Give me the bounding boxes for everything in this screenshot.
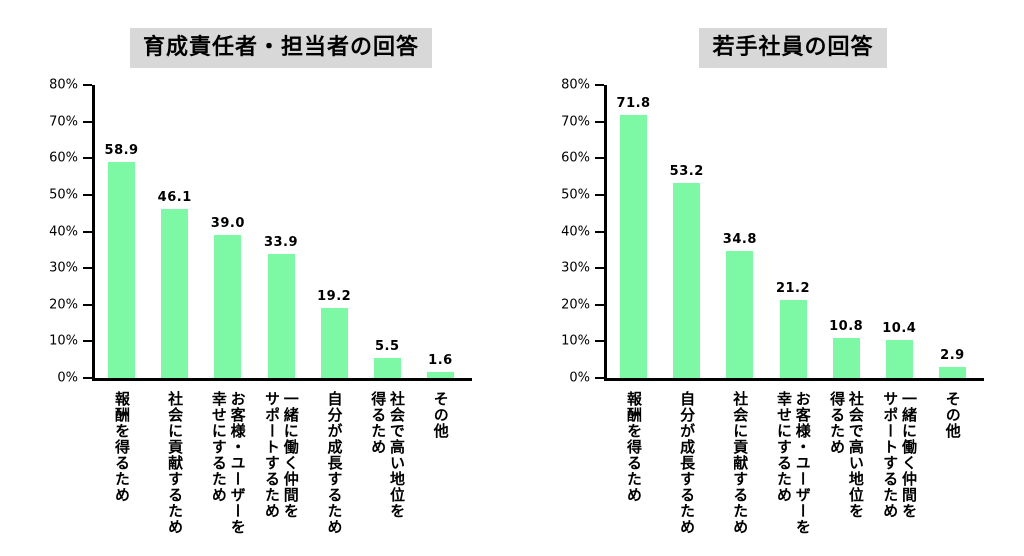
bar xyxy=(214,235,242,378)
y-axis-tick-label: 30% xyxy=(49,260,78,276)
x-axis-line xyxy=(604,378,984,381)
bar xyxy=(426,372,454,378)
bar-value-label: 21.2 xyxy=(775,281,811,297)
y-axis-tick xyxy=(595,303,604,306)
y-axis-line xyxy=(604,85,607,381)
bar-value-label: 2.9 xyxy=(940,348,965,364)
bar xyxy=(885,339,913,378)
y-axis-tick xyxy=(595,340,604,343)
x-axis-label: 一緒に働く仲間を サポートするため xyxy=(881,391,919,519)
x-axis-label: その他 xyxy=(431,391,450,439)
bar-value-label: 39.0 xyxy=(210,216,245,232)
y-axis-tick xyxy=(595,120,604,123)
bar-value-label: 53.2 xyxy=(669,164,704,180)
bar xyxy=(726,250,754,378)
x-axis-label: お客様・ユーザーを 幸せにするため xyxy=(209,391,247,535)
chart-young-employees: 若手社員の回答 0% 10% 20% 30% 40% 50% 60% 70% 80% 71.8 53… xyxy=(512,0,1024,556)
x-axis-label: その他 xyxy=(943,391,962,439)
chart-title-wrap: 若手社員の回答 xyxy=(607,28,979,68)
y-axis-tick-label: 50% xyxy=(49,187,78,203)
y-axis-tick-label: 50% xyxy=(561,187,590,203)
y-axis-tick-label: 40% xyxy=(561,224,590,239)
y-axis-tick-label: 60% xyxy=(561,150,590,166)
y-axis-line xyxy=(92,85,95,381)
bar xyxy=(673,183,701,378)
y-axis-tick-label: 80% xyxy=(561,77,590,93)
bar xyxy=(320,307,348,378)
y-axis-tick-label: 10% xyxy=(49,333,78,349)
y-axis-tick xyxy=(83,377,92,379)
y-axis-tick xyxy=(83,84,92,86)
chart-managers: 育成責任者・担当者の回答 0% 10% 20% 30% 40% 50% 60% 70% 80% 5… xyxy=(49,28,472,553)
x-axis-line xyxy=(92,378,472,381)
y-axis-tick-label: 10% xyxy=(561,333,590,349)
bar-value-label: 46.1 xyxy=(157,190,192,206)
y-axis-tick xyxy=(83,267,92,270)
x-axis-labels: 報酬を得るため 自分が成長するため 社会に貢献するため お客様・ユーザーを 幸せにする… xyxy=(607,391,979,553)
x-axis-label: 自分が成長するため xyxy=(678,391,697,535)
y-axis-tick xyxy=(83,193,92,196)
y-axis-tick-label: 60% xyxy=(49,150,78,166)
x-axis-label: 報酬を得るため xyxy=(624,391,643,503)
y-axis-tick xyxy=(595,230,604,233)
bar xyxy=(620,115,648,378)
y-axis-tick xyxy=(595,267,604,270)
chart-title-wrap: 育成責任者・担当者の回答 xyxy=(95,28,467,68)
bar-value-label: 19.2 xyxy=(317,288,352,304)
bar xyxy=(108,162,136,378)
bar-value-label: 10.4 xyxy=(882,320,917,336)
y-axis-tick-label: 20% xyxy=(561,297,590,313)
y-axis-tick xyxy=(83,303,92,306)
bar xyxy=(938,367,966,378)
bar xyxy=(779,300,807,378)
chart-title: 若手社員の回答 xyxy=(699,28,887,68)
x-axis-label: 社会で高い地位を 得るため xyxy=(828,391,865,519)
bar xyxy=(373,357,401,378)
y-axis-tick xyxy=(595,84,604,86)
y-axis-tick xyxy=(595,157,604,160)
y-axis-tick-label: 70% xyxy=(49,114,78,130)
x-axis-label: 報酬を得るため xyxy=(112,391,131,503)
bar-value-label: 71.8 xyxy=(616,96,651,112)
x-axis-label: 自分が成長するため xyxy=(325,391,344,535)
bar xyxy=(832,338,860,378)
y-axis-tick xyxy=(595,193,604,196)
y-axis-tick-label: 40% xyxy=(49,224,78,239)
y-axis-tick-label: 0% xyxy=(569,370,590,386)
y-axis-tick-label: 20% xyxy=(49,297,78,313)
y-axis-tick-label: 0% xyxy=(57,370,78,386)
bar xyxy=(267,253,295,378)
plot-area: 0% 10% 20% 30% 40% 50% 60% 70% 80% 58.9 46.1 39.0 33… xyxy=(49,78,472,386)
x-axis-label: 一緒に働く仲間を サポートするため xyxy=(263,391,300,519)
bar-value-label: 58.9 xyxy=(104,143,139,159)
y-axis-tick xyxy=(83,230,92,233)
x-axis-label: 社会に貢献するため xyxy=(166,391,185,535)
y-axis-tick-label: 30% xyxy=(561,260,590,276)
bar-value-label: 34.8 xyxy=(722,231,757,247)
x-axis-labels: 報酬を得るため 社会に貢献するため お客様・ユーザーを 幸せにするため 一緒に働く仲間… xyxy=(95,391,467,553)
bar xyxy=(161,209,189,378)
y-axis-tick xyxy=(83,120,92,123)
x-axis-label: 社会で高い地位を 得るため xyxy=(369,391,407,519)
y-axis-tick-label: 70% xyxy=(561,114,590,130)
x-axis-label: 社会に貢献するため xyxy=(731,391,750,535)
x-axis-label: お客様・ユーザーを 幸せにするため xyxy=(775,391,812,535)
plot-area: 0% 10% 20% 30% 40% 50% 60% 70% 80% 71.8 53.2 34.8 21… xyxy=(561,78,984,386)
bar-value-label: 5.5 xyxy=(375,338,400,354)
y-axis-tick xyxy=(595,377,604,379)
y-axis-tick xyxy=(83,157,92,160)
y-axis-tick xyxy=(83,340,92,343)
chart-title: 育成責任者・担当者の回答 xyxy=(129,28,432,68)
bar-value-label: 10.8 xyxy=(829,319,864,335)
y-axis-tick-label: 80% xyxy=(49,77,78,93)
bar-value-label: 33.9 xyxy=(263,234,299,250)
bar-value-label: 1.6 xyxy=(428,353,453,369)
